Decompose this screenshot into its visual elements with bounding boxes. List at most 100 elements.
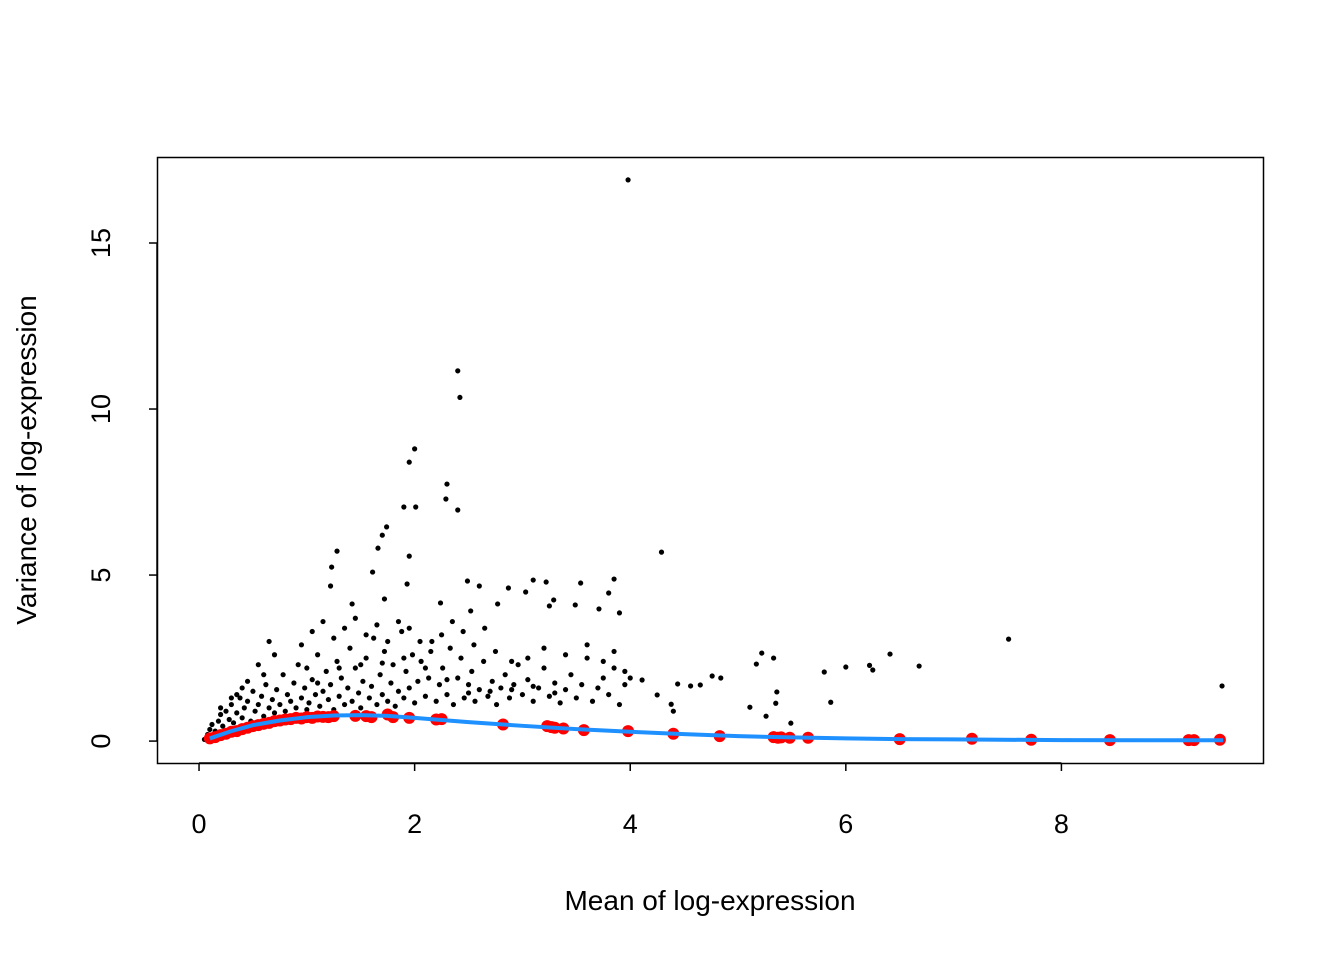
- gene-point: [426, 675, 432, 681]
- gene-point: [568, 672, 574, 678]
- gene-point: [687, 683, 694, 689]
- gene-point: [226, 716, 232, 723]
- gene-point: [320, 618, 326, 625]
- gene-point: [258, 693, 265, 699]
- gene-point: [341, 625, 348, 631]
- gene-point: [401, 695, 407, 701]
- gene-point: [395, 688, 402, 694]
- gene-point: [498, 685, 504, 691]
- gene-point: [616, 701, 623, 708]
- gene-point: [578, 580, 584, 586]
- gene-point: [274, 687, 280, 693]
- gene-point: [358, 705, 364, 711]
- x-axis-label: Mean of log-expression: [564, 885, 855, 916]
- gene-point: [381, 648, 388, 655]
- gene-point: [546, 603, 552, 609]
- y-tick-label: 5: [86, 568, 116, 583]
- gene-point: [541, 665, 547, 671]
- gene-point: [465, 690, 472, 696]
- gene-point: [482, 625, 488, 631]
- gene-point: [237, 695, 243, 701]
- gene-point: [349, 601, 355, 607]
- gene-point: [277, 701, 283, 708]
- x-tick-label: 4: [623, 809, 638, 839]
- gene-point: [291, 680, 297, 686]
- gene-point: [282, 708, 288, 714]
- gene-point: [455, 368, 461, 374]
- gene-point: [331, 635, 337, 641]
- gene-point: [438, 632, 445, 638]
- gene-point: [622, 668, 628, 674]
- gene-point: [600, 675, 606, 681]
- gene-point: [309, 628, 315, 635]
- gene-point: [385, 638, 391, 645]
- gene-point: [487, 688, 493, 694]
- gene-point: [320, 688, 326, 694]
- gene-point: [218, 705, 224, 711]
- gene-point: [355, 690, 362, 696]
- gene-point: [515, 662, 521, 668]
- gene-point: [584, 642, 590, 648]
- gene-point: [828, 699, 834, 705]
- gene-point: [611, 648, 617, 655]
- gene-point: [464, 578, 471, 584]
- y-tick-label: 0: [86, 734, 116, 749]
- gene-point: [336, 665, 342, 671]
- gene-point: [406, 625, 412, 631]
- gene-point: [327, 583, 334, 589]
- gene-point: [377, 672, 383, 678]
- gene-point: [606, 590, 612, 596]
- gene-point: [461, 695, 467, 701]
- gene-point: [443, 496, 449, 502]
- gene-point: [595, 685, 601, 691]
- gene-point: [306, 700, 312, 706]
- gene-point: [887, 651, 893, 657]
- gene-point: [485, 693, 491, 699]
- gene-point: [338, 675, 344, 681]
- gene-point: [562, 687, 569, 693]
- x-tick-label: 0: [192, 809, 207, 839]
- gene-point: [572, 602, 578, 608]
- gene-point: [266, 638, 272, 645]
- gene-point: [374, 701, 380, 708]
- gene-point: [336, 693, 342, 699]
- gene-point: [220, 723, 226, 729]
- gene-point: [541, 645, 547, 651]
- gene-point: [600, 658, 606, 664]
- x-tick-label: 6: [838, 809, 853, 839]
- gene-point: [468, 608, 474, 614]
- gene-point: [317, 703, 323, 709]
- gene-point: [753, 661, 759, 667]
- gene-point: [230, 720, 237, 726]
- gene-point: [422, 693, 429, 699]
- gene-point: [412, 700, 418, 706]
- gene-point: [366, 695, 372, 701]
- gene-point: [530, 683, 536, 689]
- gene-point: [606, 691, 612, 698]
- gene-point: [269, 696, 275, 703]
- gene-point: [476, 687, 482, 693]
- gene-point: [218, 711, 224, 718]
- gene-point: [433, 698, 439, 704]
- gene-point: [584, 655, 590, 661]
- gene-point: [312, 691, 319, 698]
- gene-point: [250, 688, 256, 694]
- gene-point: [509, 687, 515, 693]
- gene-point: [261, 713, 267, 719]
- plot-marks: [201, 177, 1226, 747]
- gene-point: [381, 596, 388, 602]
- gene-point: [1219, 683, 1225, 689]
- gene-point: [675, 681, 681, 687]
- gene-point: [234, 710, 240, 716]
- gene-point: [293, 705, 299, 711]
- gene-point: [347, 645, 353, 651]
- gene-point: [315, 652, 321, 658]
- gene-point: [329, 564, 335, 570]
- gene-point: [455, 675, 461, 681]
- gene-point: [573, 695, 579, 701]
- gene-point: [611, 665, 617, 671]
- gene-point: [223, 708, 229, 714]
- gene-point: [352, 615, 358, 621]
- gene-point: [697, 682, 703, 688]
